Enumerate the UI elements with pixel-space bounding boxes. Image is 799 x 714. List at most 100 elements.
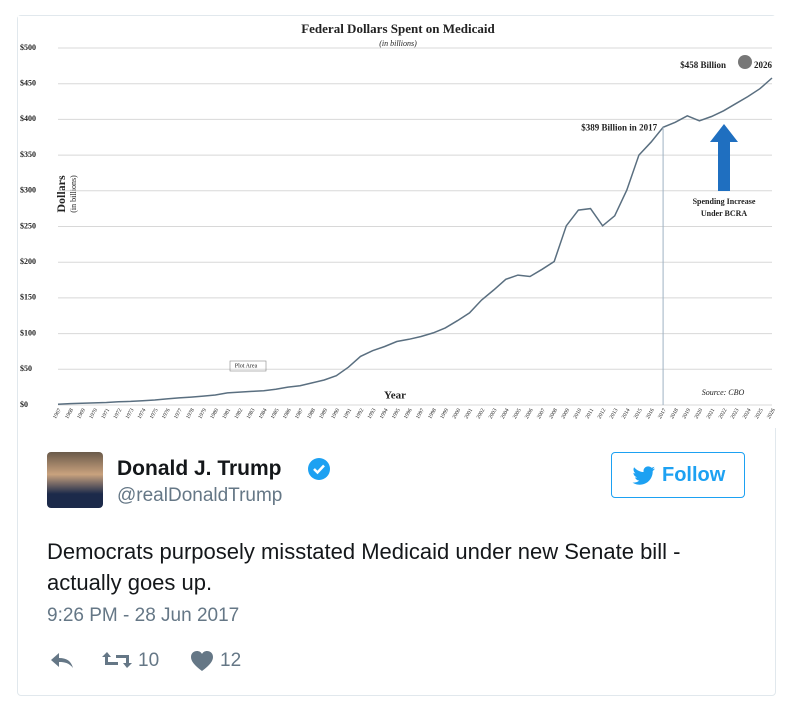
data-line xyxy=(57,77,773,406)
like-icon[interactable] xyxy=(190,650,214,672)
x-tick-label: 2016 xyxy=(645,407,656,420)
x-tick-label: 2010 xyxy=(573,407,584,420)
x-tick-label: 2023 xyxy=(730,407,741,420)
display-name[interactable]: Donald J. Trump xyxy=(117,457,282,480)
annotation: Under BCRA xyxy=(701,209,748,218)
plot-area-box xyxy=(229,360,267,372)
x-tick-label: 1990 xyxy=(330,407,341,420)
x-tick-label: 1998 xyxy=(427,407,438,420)
x-tick-label: 2006 xyxy=(524,407,535,420)
verified-badge xyxy=(308,458,330,480)
x-tick-label: 2019 xyxy=(681,407,692,420)
x-tick-label: 1997 xyxy=(415,407,426,420)
x-tick-label: 2015 xyxy=(633,407,644,420)
x-tick-label: 1977 xyxy=(173,407,184,420)
x-tick-label: 1972 xyxy=(113,407,124,420)
y-tick-label: $100 xyxy=(20,328,36,337)
retweet-icon[interactable] xyxy=(102,649,132,671)
x-tick-label: 2017 xyxy=(657,407,668,420)
x-tick-label: 1983 xyxy=(246,407,257,420)
x-tick-label: 2024 xyxy=(742,407,753,420)
chart: Federal Dollars Spent on Medicaid (in bi… xyxy=(18,16,776,428)
x-tick-label: 1967 xyxy=(52,407,63,420)
x-tick-label: 2012 xyxy=(597,407,608,420)
x-tick-label: 2022 xyxy=(718,407,729,420)
x-tick-label: 2004 xyxy=(500,407,511,420)
x-tick-label: 2020 xyxy=(694,407,705,420)
x-tick-label: 2021 xyxy=(706,407,717,420)
follow-label: Follow xyxy=(662,464,726,486)
y-tick-label: $350 xyxy=(20,150,36,159)
x-tick-label: 2014 xyxy=(621,407,632,420)
twitter-bird xyxy=(632,466,655,485)
y-label: Dollars xyxy=(54,175,68,213)
x-tick-label: 2002 xyxy=(476,407,487,420)
y-tick-label: $300 xyxy=(20,186,36,195)
annotation: $389 Billion in 2017 xyxy=(581,122,657,132)
chart-subtitle: (in billions) xyxy=(379,39,417,48)
x-tick-label: 1976 xyxy=(161,407,172,420)
y-tick-label: $400 xyxy=(20,114,36,123)
x-tick-label: 2009 xyxy=(560,407,571,420)
x-tick-label: 2011 xyxy=(585,407,596,420)
x-tick-label: 2003 xyxy=(488,407,499,420)
annotation: $458 Billion xyxy=(680,60,726,70)
x-tick-label: 2000 xyxy=(451,407,462,420)
y-tick-label: $0 xyxy=(20,400,28,409)
follow-button[interactable]: Follow xyxy=(611,452,745,498)
x-tick-label: 1968 xyxy=(64,407,75,420)
like-count[interactable]: 12 xyxy=(220,650,242,671)
x-tick-label: 2025 xyxy=(754,407,765,420)
x-tick-label: 1973 xyxy=(125,407,136,420)
chart-bg xyxy=(18,16,776,428)
info-icon xyxy=(738,55,752,69)
tweet-text: Democrats purposely misstated Medicaid u… xyxy=(47,539,681,595)
x-tick-label: 1975 xyxy=(149,407,160,420)
x-tick-label: 1970 xyxy=(88,407,99,420)
x-tick-label: 1994 xyxy=(379,407,390,420)
x-tick-label: 1980 xyxy=(209,407,220,420)
annotation: Plot Area xyxy=(235,363,258,369)
x-tick-label: 1978 xyxy=(185,407,196,420)
x-tick-label: 1993 xyxy=(367,407,378,420)
x-label: Year xyxy=(384,390,406,402)
chart-title: Federal Dollars Spent on Medicaid xyxy=(301,21,495,36)
y-label-sub: (in billions) xyxy=(69,175,78,213)
y-tick-label: $150 xyxy=(20,293,36,302)
x-tick-label: 1987 xyxy=(294,407,305,420)
x-tick-label: 2013 xyxy=(609,407,620,420)
y-tick-label: $50 xyxy=(20,364,32,373)
x-tick-label: 1988 xyxy=(306,407,317,420)
x-tick-label: 1984 xyxy=(258,407,269,420)
x-tick-label: 2001 xyxy=(464,407,475,420)
x-tick-label: 1991 xyxy=(343,407,354,420)
x-tick-label: 2018 xyxy=(669,407,680,420)
x-tick-label: 1981 xyxy=(222,407,233,420)
avatar[interactable] xyxy=(47,452,103,508)
x-tick-label: 1986 xyxy=(282,407,293,420)
annotation: Source: CBO xyxy=(702,388,745,397)
timestamp[interactable]: 9:26 PM - 28 Jun 2017 xyxy=(47,605,240,626)
x-tick-label: 2008 xyxy=(548,407,559,420)
y-tick-label: $450 xyxy=(20,79,36,88)
x-tick-label: 1982 xyxy=(234,407,245,420)
increase-arrow xyxy=(710,124,738,191)
y-tick-label: $200 xyxy=(20,257,36,266)
x-tick-label: 2007 xyxy=(536,407,547,420)
x-tick-label: 1979 xyxy=(197,407,208,420)
x-tick-label: 1995 xyxy=(391,407,402,420)
retweet-count[interactable]: 10 xyxy=(138,650,160,671)
reply-icon[interactable] xyxy=(49,650,75,670)
annotation: Spending Increase xyxy=(693,197,756,206)
annotation: 2026 xyxy=(754,60,773,70)
handle[interactable]: @realDonaldTrump xyxy=(117,485,283,506)
x-tick-label: 1974 xyxy=(137,407,148,420)
y-tick-label: $250 xyxy=(20,221,36,230)
x-tick-label: 1996 xyxy=(403,407,414,420)
x-tick-label: 2026 xyxy=(766,407,776,420)
y-tick-label: $500 xyxy=(20,43,36,52)
x-tick-label: 1989 xyxy=(318,407,329,420)
x-tick-label: 1985 xyxy=(270,407,281,420)
x-tick-label: 1999 xyxy=(439,407,450,420)
